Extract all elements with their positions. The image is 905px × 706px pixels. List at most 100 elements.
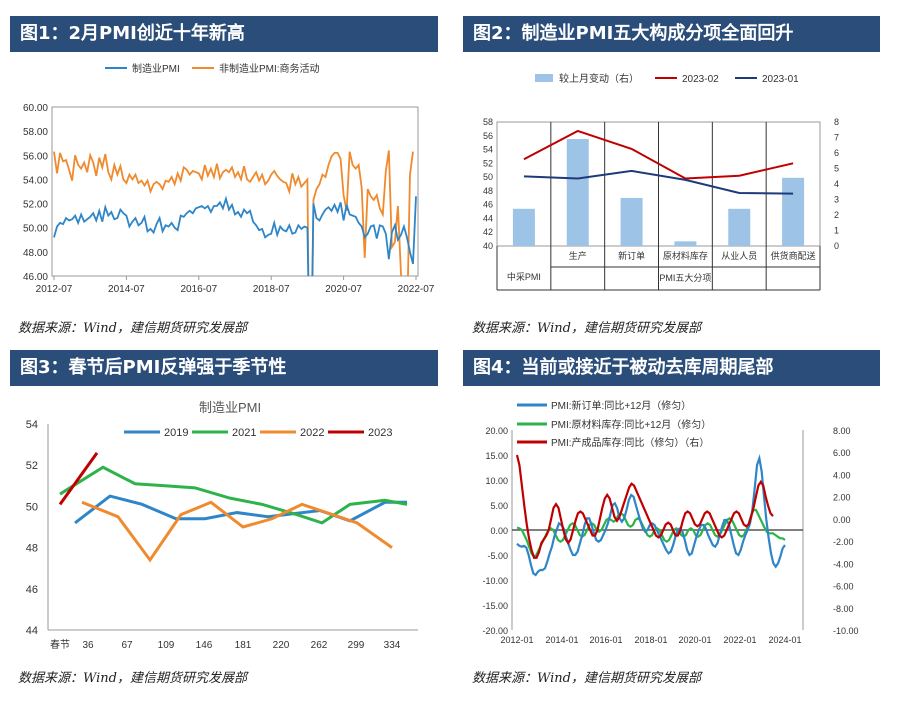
y2-tick-label: 0.00 xyxy=(833,515,851,525)
y-tick-label: -10.00 xyxy=(482,576,508,586)
x-tick-label: 299 xyxy=(348,640,365,651)
category-label: 从业人员 xyxy=(721,251,757,261)
y-tick-label: 54 xyxy=(26,419,38,431)
y-tick-label: 48 xyxy=(26,543,38,555)
y-tick-label: 52.00 xyxy=(23,200,48,211)
x-tick-label: 262 xyxy=(311,640,328,651)
x-tick-label: 2018-07 xyxy=(253,284,290,295)
series-line-non-manufacturing xyxy=(53,150,414,276)
x-tick-label: 2018-01 xyxy=(634,635,667,645)
legend-label: 2021 xyxy=(232,427,256,439)
legend-swatch xyxy=(535,74,553,82)
y2-tick-label: -4.00 xyxy=(833,559,854,569)
x-tick-label: 67 xyxy=(121,640,133,651)
chart2-title: 图2：制造业PMI五大构成分项全面回升 xyxy=(463,16,880,52)
y-tick-label: 60.00 xyxy=(23,103,48,114)
x-tick-label: 2020-01 xyxy=(678,635,711,645)
chart2-svg: 较上月变动（右） 2023-02 2023-01585654525048464442… xyxy=(483,72,839,291)
series-line-manufacturing xyxy=(53,195,417,276)
x-tick-label: 181 xyxy=(235,640,252,651)
y-tick-label: -20.00 xyxy=(482,626,508,636)
x-tick-label: 2014-01 xyxy=(545,635,578,645)
legend-label: 2022 xyxy=(300,427,324,439)
y-tick-label: 44 xyxy=(483,213,493,223)
bar xyxy=(674,241,697,246)
category-label: 原材料库存 xyxy=(663,250,708,261)
y-tick-label: 54 xyxy=(483,145,493,155)
x-tick-label: 220 xyxy=(273,640,290,651)
series-line-2023-02 xyxy=(523,129,794,180)
chart4-title: 图4：当前或接近于被动去库周期尾部 xyxy=(463,350,880,386)
bar xyxy=(782,177,805,246)
series-line-2023 xyxy=(58,451,99,506)
y2-tick-label: 6 xyxy=(834,148,839,158)
chart1-source: 数据来源：Wind，建信期货研究发展部 xyxy=(18,321,247,336)
chart1-svg: 60.00 58.00 56.00 54.00 52.00 50.00 48.00 46.00… xyxy=(23,62,435,295)
category-label: 新订单 xyxy=(618,250,645,261)
y2-tick-label: -10.00 xyxy=(833,626,859,636)
x-tick-label: 2014-07 xyxy=(108,284,145,295)
x-tick-label: 2022-07 xyxy=(398,284,435,295)
y-tick-label: 15.00 xyxy=(485,451,508,461)
category-label: 供货商配送 xyxy=(771,250,816,261)
legend-label: 2019 xyxy=(164,427,188,439)
y2-tick-label: -8.00 xyxy=(833,604,854,614)
y-tick-label: 58 xyxy=(483,117,493,127)
y-tick-label: 46 xyxy=(26,584,38,596)
y-tick-label: 50.00 xyxy=(23,224,48,235)
y2-tick-label: 2 xyxy=(834,210,839,220)
y-tick-label: 48 xyxy=(483,186,493,196)
y-tick-label: 46.00 xyxy=(23,272,48,283)
y-tick-label: -15.00 xyxy=(482,601,508,611)
plot-frame xyxy=(51,106,419,277)
chart3-svg: 制造业PMI 2019 2021 2022 2023 54 52 50 48 46 44 春节 36 67… xyxy=(26,400,418,651)
y-tick-label: 56.00 xyxy=(23,151,48,162)
series-line-2023-01 xyxy=(523,169,794,195)
legend-label: PMI:产成品库存:同比（修匀）（右） xyxy=(551,436,709,449)
y-tick-label: 52 xyxy=(26,460,38,472)
bar xyxy=(566,139,589,246)
y2-tick-label: 2.00 xyxy=(833,493,851,503)
y2-tick-label: 5 xyxy=(834,164,839,174)
chart2-source: 数据来源：Wind，建信期货研究发展部 xyxy=(472,321,701,336)
x-tick-label: 334 xyxy=(384,640,401,651)
y2-tick-label: 7 xyxy=(834,133,839,143)
group-label: PMI五大分项 xyxy=(659,272,711,283)
x-tick-label: 36 xyxy=(82,640,94,651)
y-tick-label: 56 xyxy=(483,131,493,141)
x-tick-label: 2024-01 xyxy=(768,635,801,645)
legend-label: 制造业PMI xyxy=(132,62,180,75)
legend-label: PMI:新订单:同比+12月（修匀） xyxy=(551,399,691,412)
legend-label: 2023-01 xyxy=(762,74,799,85)
x-tick-label: 春节 xyxy=(50,639,70,651)
x-tick-label: 109 xyxy=(158,640,175,651)
y2-tick-label: 4 xyxy=(834,179,839,189)
bar xyxy=(620,197,643,246)
y-tick-label: 50 xyxy=(483,172,493,182)
category-label: 生产 xyxy=(569,250,587,261)
legend-label: 2023-02 xyxy=(682,74,719,85)
legend-label: 较上月变动（右） xyxy=(559,72,639,85)
y2-tick-label: 3 xyxy=(834,195,839,205)
x-tick-label: 146 xyxy=(196,640,213,651)
chart-title: 制造业PMI xyxy=(199,400,261,415)
y-tick-label: 52 xyxy=(483,158,493,168)
y2-tick-label: 1 xyxy=(834,226,839,236)
x-tick-label: 2012-01 xyxy=(500,635,533,645)
y2-tick-label: 8 xyxy=(834,117,839,127)
y-tick-label: 0.00 xyxy=(490,526,508,536)
legend-label: 非制造业PMI:商务活动 xyxy=(219,62,320,75)
y-tick-label: 48.00 xyxy=(23,248,48,259)
legend-label: PMI:原材料库存:同比+12月（修匀） xyxy=(551,418,711,431)
legend-label: 2023 xyxy=(368,427,392,439)
y-tick-label: 58.00 xyxy=(23,127,48,138)
series-line-raw-material-inventory xyxy=(516,508,786,559)
series-line-new-orders xyxy=(516,453,786,577)
x-tick-label: 2012-07 xyxy=(36,284,73,295)
y2-tick-label: 4.00 xyxy=(833,470,851,480)
chart4-svg: 20.00 15.00 10.00 5.00 0.00 -5.00 -10.00 -15.00… xyxy=(482,399,859,645)
y-tick-label: 54.00 xyxy=(23,175,48,186)
category-label: 中采PMI xyxy=(507,271,541,282)
y-tick-label: 20.00 xyxy=(485,426,508,436)
series-line-finished-goods-inventory xyxy=(515,454,774,559)
